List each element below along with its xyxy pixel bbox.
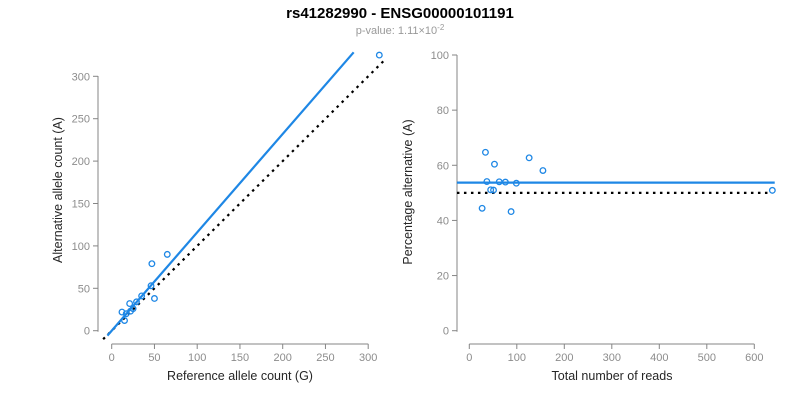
y-tick-label: 0 [84,326,90,338]
right-x-axis-title: Total number of reads [552,369,673,383]
data-point [483,178,491,185]
right-panel: 0 100 200 300 400 500 600 0 20 40 60 80 100 Total nu… [401,50,776,383]
plot-subtitle: p-value: 1.11×10-2 [356,23,445,37]
data-point [768,186,776,194]
x-tick-label: 50 [148,352,160,364]
data-point [375,51,383,59]
x-tick-label: 200 [274,352,292,364]
right-trend-lines [456,181,775,194]
data-point [539,167,547,174]
p-value-base: p-value: 1.11×10 [356,25,437,37]
x-tick-label: 150 [231,352,249,364]
data-point [487,186,495,194]
y-tick-label: 50 [78,283,90,295]
fitted-regression-line [106,51,355,337]
left-y-axis-title: Alternative allele count (A) [51,117,65,263]
y-tick-label: 80 [437,105,449,117]
plot-title: rs41282990 - ENSG00000101191 [286,5,514,22]
x-tick-label: 500 [698,352,716,364]
x-tick-label: 0 [109,352,115,364]
data-point [491,160,498,168]
data-point [129,305,137,313]
y-tick-label: 0 [443,326,449,338]
y-tick-label: 60 [437,160,449,172]
x-tick-label: 600 [745,352,763,364]
data-point [482,148,489,156]
y-tick-label: 300 [72,71,90,83]
x-tick-label: 100 [188,352,206,364]
right-y-axis-title: Percentage alternative (A) [401,119,415,264]
right-axis-ticks: 0 100 200 300 400 500 600 0 20 40 60 80 100 [431,50,764,364]
left-trend-lines [102,51,387,340]
x-tick-label: 0 [466,352,472,364]
data-point [138,292,146,300]
data-point [148,260,156,268]
data-point [150,295,158,302]
data-point [501,178,509,186]
left-panel: 0 50 100 150 200 250 300 0 50 100 150 200 250 300 Ref… [51,51,387,383]
data-point [118,308,126,316]
data-point [507,208,515,216]
y-tick-label: 100 [431,50,449,62]
x-tick-label: 400 [650,352,668,364]
y-tick-label: 150 [72,199,90,211]
left-scatter-points [118,51,383,324]
p-value-exponent: -2 [437,23,445,32]
identity-dotted-line [102,57,387,340]
data-point [525,154,533,162]
data-point [163,250,171,258]
right-scatter-points [478,148,776,216]
y-tick-label: 40 [437,215,449,227]
x-tick-label: 100 [508,352,526,364]
data-point [512,179,520,187]
left-x-axis-title: Reference allele count (G) [167,369,313,383]
data-point [133,298,140,306]
y-tick-label: 100 [72,241,90,253]
x-tick-label: 250 [316,352,334,364]
x-tick-label: 300 [603,352,621,364]
x-tick-label: 200 [555,352,573,364]
data-point [147,282,155,290]
data-point [490,186,497,194]
data-point [121,317,128,324]
y-tick-label: 20 [437,271,449,283]
data-point [126,300,134,308]
x-tick-label: 300 [359,352,377,364]
data-point [478,204,486,212]
y-tick-label: 200 [72,156,90,168]
y-tick-label: 250 [72,114,90,126]
left-axis-ticks: 0 50 100 150 200 250 300 0 50 100 150 200 250 300 [72,71,378,364]
